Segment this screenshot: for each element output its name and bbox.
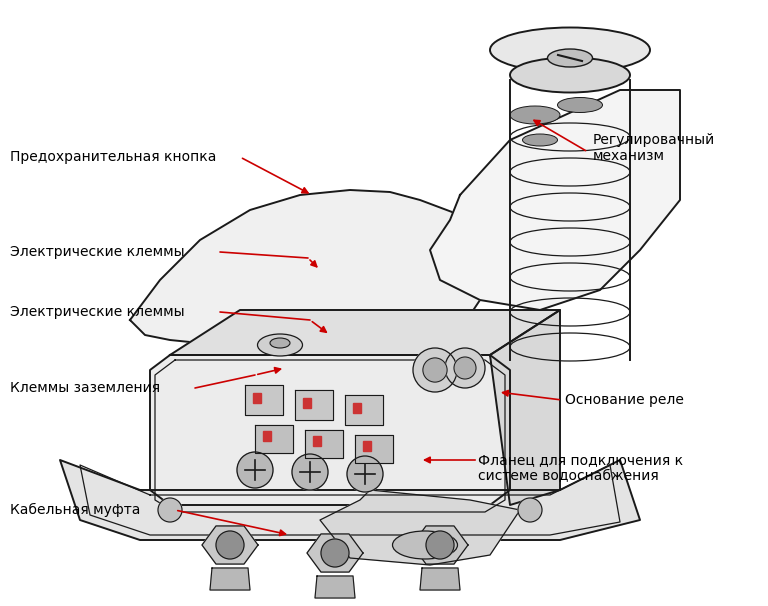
Circle shape: [158, 498, 182, 522]
Polygon shape: [130, 190, 490, 370]
Text: Регулировачный
механизм: Регулировачный механизм: [593, 133, 715, 163]
Polygon shape: [245, 385, 283, 415]
Text: Предохранительная кнопка: Предохранительная кнопка: [10, 150, 217, 164]
Polygon shape: [170, 310, 560, 355]
Circle shape: [413, 348, 457, 392]
Text: Кабельная муфта: Кабельная муфта: [10, 503, 141, 517]
Circle shape: [454, 357, 476, 379]
Text: Электрические клеммы: Электрические клеммы: [10, 245, 184, 259]
Polygon shape: [353, 403, 361, 413]
Text: Клеммы заземления: Клеммы заземления: [10, 381, 160, 395]
Polygon shape: [490, 310, 560, 505]
Ellipse shape: [257, 334, 303, 356]
Circle shape: [237, 452, 273, 488]
Text: Основание реле: Основание реле: [565, 393, 684, 407]
Polygon shape: [295, 390, 333, 420]
Ellipse shape: [522, 134, 558, 146]
Text: Фланец для подключения к
системе водоснабжения: Фланец для подключения к системе водосна…: [478, 453, 683, 483]
Circle shape: [518, 498, 542, 522]
Polygon shape: [255, 425, 293, 453]
Polygon shape: [307, 534, 363, 572]
Ellipse shape: [510, 58, 630, 93]
Polygon shape: [363, 441, 371, 451]
Polygon shape: [305, 430, 343, 458]
Polygon shape: [253, 393, 261, 403]
Ellipse shape: [392, 531, 458, 559]
Polygon shape: [420, 568, 460, 590]
Polygon shape: [303, 398, 311, 408]
Circle shape: [321, 539, 349, 567]
Circle shape: [216, 531, 244, 559]
Ellipse shape: [270, 338, 290, 348]
Polygon shape: [315, 576, 355, 598]
Polygon shape: [430, 90, 680, 310]
Polygon shape: [263, 431, 271, 441]
Circle shape: [423, 358, 447, 382]
Ellipse shape: [510, 106, 560, 124]
Text: Электрические клеммы: Электрические клеммы: [10, 305, 184, 319]
Polygon shape: [345, 395, 383, 425]
Polygon shape: [210, 568, 250, 590]
Polygon shape: [355, 435, 393, 463]
Polygon shape: [313, 436, 321, 446]
Circle shape: [426, 531, 454, 559]
Polygon shape: [412, 526, 468, 564]
Ellipse shape: [548, 49, 592, 67]
Circle shape: [292, 454, 328, 490]
Polygon shape: [320, 490, 520, 565]
Polygon shape: [150, 355, 510, 505]
Polygon shape: [202, 526, 258, 564]
Polygon shape: [60, 460, 640, 540]
Circle shape: [445, 348, 485, 388]
Ellipse shape: [558, 98, 603, 113]
Circle shape: [347, 456, 383, 492]
Ellipse shape: [490, 27, 650, 73]
